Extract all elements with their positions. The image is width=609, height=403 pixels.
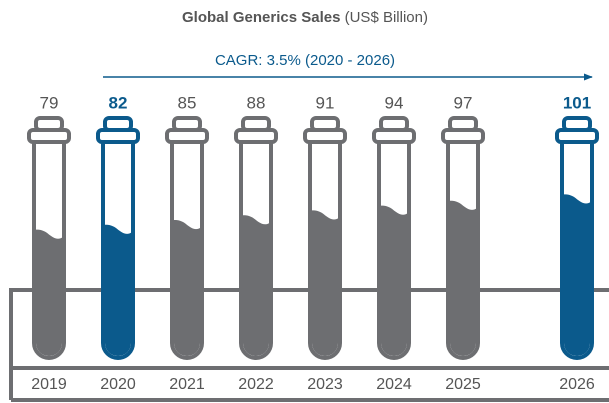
chart-title: Global Generics Sales: [182, 9, 340, 26]
tube-liquid: [105, 224, 131, 356]
tube-outline: [560, 142, 594, 360]
tube-neck: [448, 116, 478, 132]
unit-label: (US$ Billion): [345, 9, 428, 26]
tube-outline: [32, 142, 66, 360]
value-label: 85: [178, 93, 197, 112]
tube-neck: [241, 116, 271, 132]
tube-outline: [446, 142, 480, 360]
x-tick-label: 2026: [559, 376, 595, 393]
tube-liquid: [36, 229, 62, 356]
value-label: 88: [247, 93, 266, 112]
title-line: Global Generics Sales (US$ Billion): [182, 9, 428, 26]
x-tick-label: 2022: [238, 376, 274, 393]
x-tick-label: 2025: [445, 376, 481, 393]
tube-neck: [562, 116, 592, 132]
tube-liquid: [243, 215, 269, 356]
tube-outline: [101, 142, 135, 360]
tube-neck: [379, 116, 409, 132]
tube-liquid: [564, 194, 590, 356]
x-tick-label: 2019: [31, 376, 67, 393]
tube-outline: [239, 142, 273, 360]
tube-liquid: [381, 205, 407, 356]
x-tick-label: 2020: [100, 376, 136, 393]
x-tick-label: 2021: [169, 376, 205, 393]
tube-outline: [377, 142, 411, 360]
tube-liquid: [174, 220, 200, 356]
value-label: 94: [385, 93, 404, 112]
x-tick-label: 2023: [307, 376, 343, 393]
tube-liquid: [450, 200, 476, 356]
tube-neck: [172, 116, 202, 132]
value-label: 97: [454, 93, 473, 112]
x-tick-label: 2024: [376, 376, 412, 393]
tube-outline: [308, 142, 342, 360]
value-label: 91: [316, 93, 335, 112]
tube-neck: [310, 116, 340, 132]
value-label: 79: [40, 93, 59, 112]
value-label: 82: [109, 93, 128, 112]
cagr-annotation: CAGR: 3.5% (2020 - 2026): [215, 52, 395, 69]
tube-neck: [34, 116, 64, 132]
tube-liquid: [312, 210, 338, 356]
tube-outline: [170, 142, 204, 360]
tube-neck: [103, 116, 133, 132]
value-label: 101: [563, 93, 591, 112]
